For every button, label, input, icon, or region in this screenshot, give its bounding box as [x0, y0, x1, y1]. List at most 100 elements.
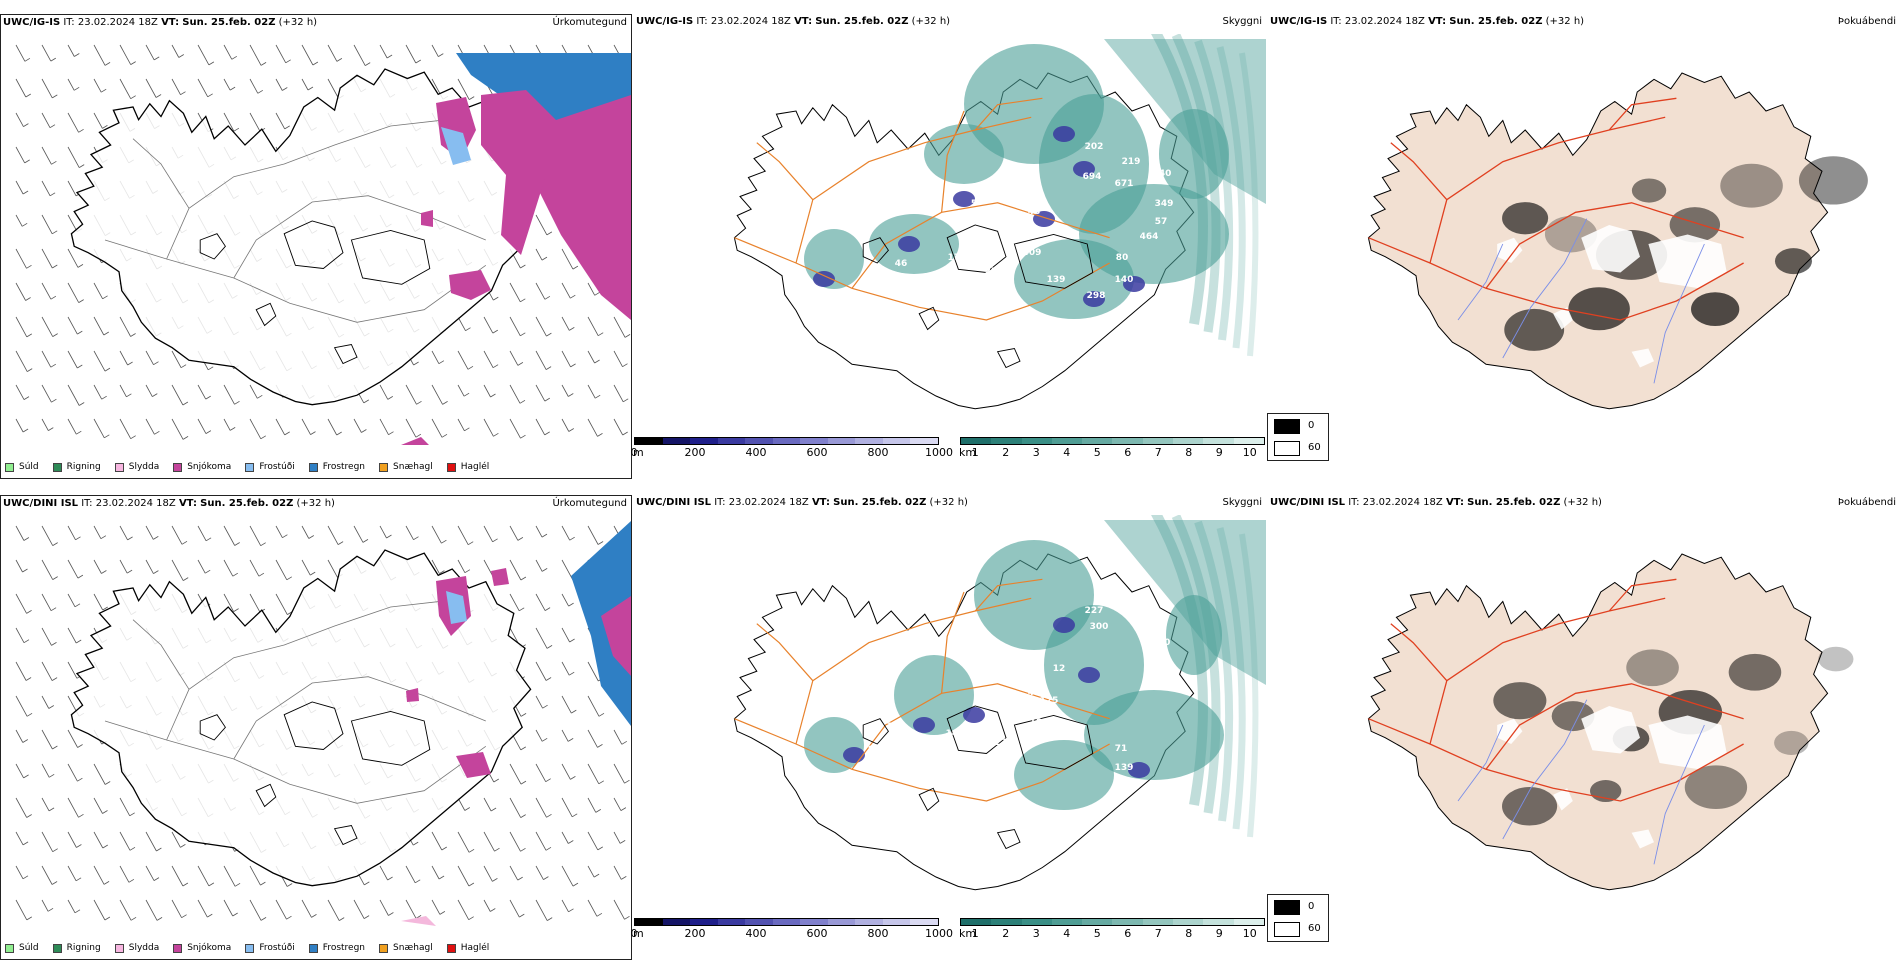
wind-barb-flag — [156, 917, 163, 921]
wind-barb — [405, 44, 417, 64]
colorbar-tick-label: 1000 — [925, 927, 953, 940]
wind-barb — [119, 831, 131, 851]
wind-barb — [67, 214, 78, 232]
wind-barb-flag — [130, 95, 136, 100]
wind-barb — [509, 865, 519, 881]
wind-barb-flag — [492, 329, 499, 334]
wind-barb — [15, 282, 26, 301]
wind-barb — [613, 831, 621, 844]
low-ceiling-area — [1078, 667, 1100, 683]
wind-barb — [457, 797, 466, 811]
wind-barb — [379, 525, 387, 539]
wind-barb — [41, 559, 54, 580]
wind-barb-flag — [52, 745, 58, 750]
wind-barb-flag — [438, 360, 445, 365]
wind-barb-flag — [568, 840, 574, 844]
wind-barb-flag — [520, 814, 526, 818]
ceiling-value-label: 8 — [868, 745, 874, 755]
wind-barb-flag — [50, 57, 57, 62]
fog-legend-label: 60 — [1308, 442, 1321, 453]
wind-barb — [587, 418, 598, 437]
glacier-area — [1553, 307, 1573, 330]
ceiling-value-label: 12 — [1053, 664, 1066, 674]
wind-barb — [93, 525, 102, 539]
wind-barb-flag — [520, 847, 526, 852]
wind-barb-flag — [207, 366, 214, 371]
wind-barb — [561, 763, 571, 780]
colorbar-tick-label: 5 — [1093, 927, 1101, 940]
wind-barb-flag — [620, 807, 627, 811]
precip-type-legend: Súld Rigning Slydda Snjókoma Frostúði Frostre… — [5, 462, 489, 472]
wind-barb — [509, 418, 521, 439]
wind-barb — [509, 350, 519, 366]
wind-barb — [587, 316, 599, 336]
snow-area — [406, 688, 419, 702]
fog-indicator-patch — [1504, 308, 1565, 351]
wind-barb — [93, 78, 102, 93]
wind-barb — [301, 899, 312, 918]
wind-barb-flag — [102, 295, 108, 300]
colorbar-strip — [634, 918, 939, 926]
wind-barb-flag — [22, 875, 29, 880]
wind-barb-flag — [598, 712, 605, 717]
wind-barb — [119, 316, 131, 337]
offshore-cloud-band — [1194, 520, 1234, 822]
road-line — [851, 683, 1110, 770]
wind-barb — [93, 112, 103, 129]
wind-barb — [171, 559, 184, 581]
ceiling-value-label: 300 — [1090, 622, 1109, 632]
low-ceiling-area — [898, 236, 920, 252]
wind-barb-flag — [50, 295, 57, 300]
wind-barb — [275, 418, 286, 436]
colorbar-ticks: 1 2 3 4 5 6 7 8 9 10 — [960, 445, 1265, 459]
wind-barb-flag — [337, 541, 344, 545]
wind-barb — [275, 112, 286, 130]
road-line — [974, 578, 1043, 612]
wind-barb — [41, 214, 53, 234]
fog-legend: 0 60 — [1267, 894, 1329, 942]
wind-barb-flag — [520, 780, 527, 785]
wind-barb-flag — [285, 59, 291, 64]
wind-barb — [93, 831, 104, 849]
fog-indicator-patch — [1493, 682, 1547, 720]
wind-barb — [93, 763, 106, 785]
legend-item: Snjókoma — [173, 462, 231, 472]
wind-barb-flag — [104, 781, 111, 785]
wind-barb — [561, 797, 573, 817]
wind-barb-flag — [52, 94, 58, 99]
colorbar-tick-label: 200 — [684, 446, 706, 459]
wind-barb — [67, 559, 79, 579]
wind-barb-flag — [438, 53, 444, 57]
wind-barb-flag — [387, 396, 394, 400]
river-line — [1502, 699, 1588, 840]
wind-barb-flag — [414, 879, 421, 884]
wind-barb — [379, 418, 389, 435]
wind-barb — [41, 282, 52, 300]
glacier-area — [1497, 237, 1523, 263]
colorbar-step — [910, 919, 939, 925]
wind-barb — [197, 78, 209, 97]
colorbar-tick-label: 10 — [1242, 927, 1257, 940]
wind-barb — [275, 44, 287, 63]
wind-barb-flag — [74, 53, 80, 57]
colorbar-step — [827, 919, 856, 925]
legend-swatch — [446, 462, 456, 472]
wind-barb-flag — [104, 916, 111, 921]
wind-barb — [119, 418, 132, 439]
wind-barb — [457, 350, 469, 370]
wind-barb — [119, 44, 132, 65]
wind-barb-flag — [74, 603, 81, 608]
fog-legend-swatch — [1274, 922, 1300, 937]
wind-barb — [249, 384, 258, 399]
legend-label: Snæhagl — [393, 462, 433, 472]
wind-barb — [561, 525, 571, 541]
wind-barb — [561, 627, 570, 643]
road-line — [1608, 97, 1677, 131]
legend-swatch — [173, 462, 183, 472]
legend-label: Súld — [19, 943, 39, 953]
wind-barb — [327, 418, 338, 436]
wind-barb-flag — [493, 432, 499, 437]
colorbar-step — [1142, 438, 1174, 444]
colorbar-step — [882, 919, 911, 925]
wind-barb-flag — [413, 361, 419, 366]
